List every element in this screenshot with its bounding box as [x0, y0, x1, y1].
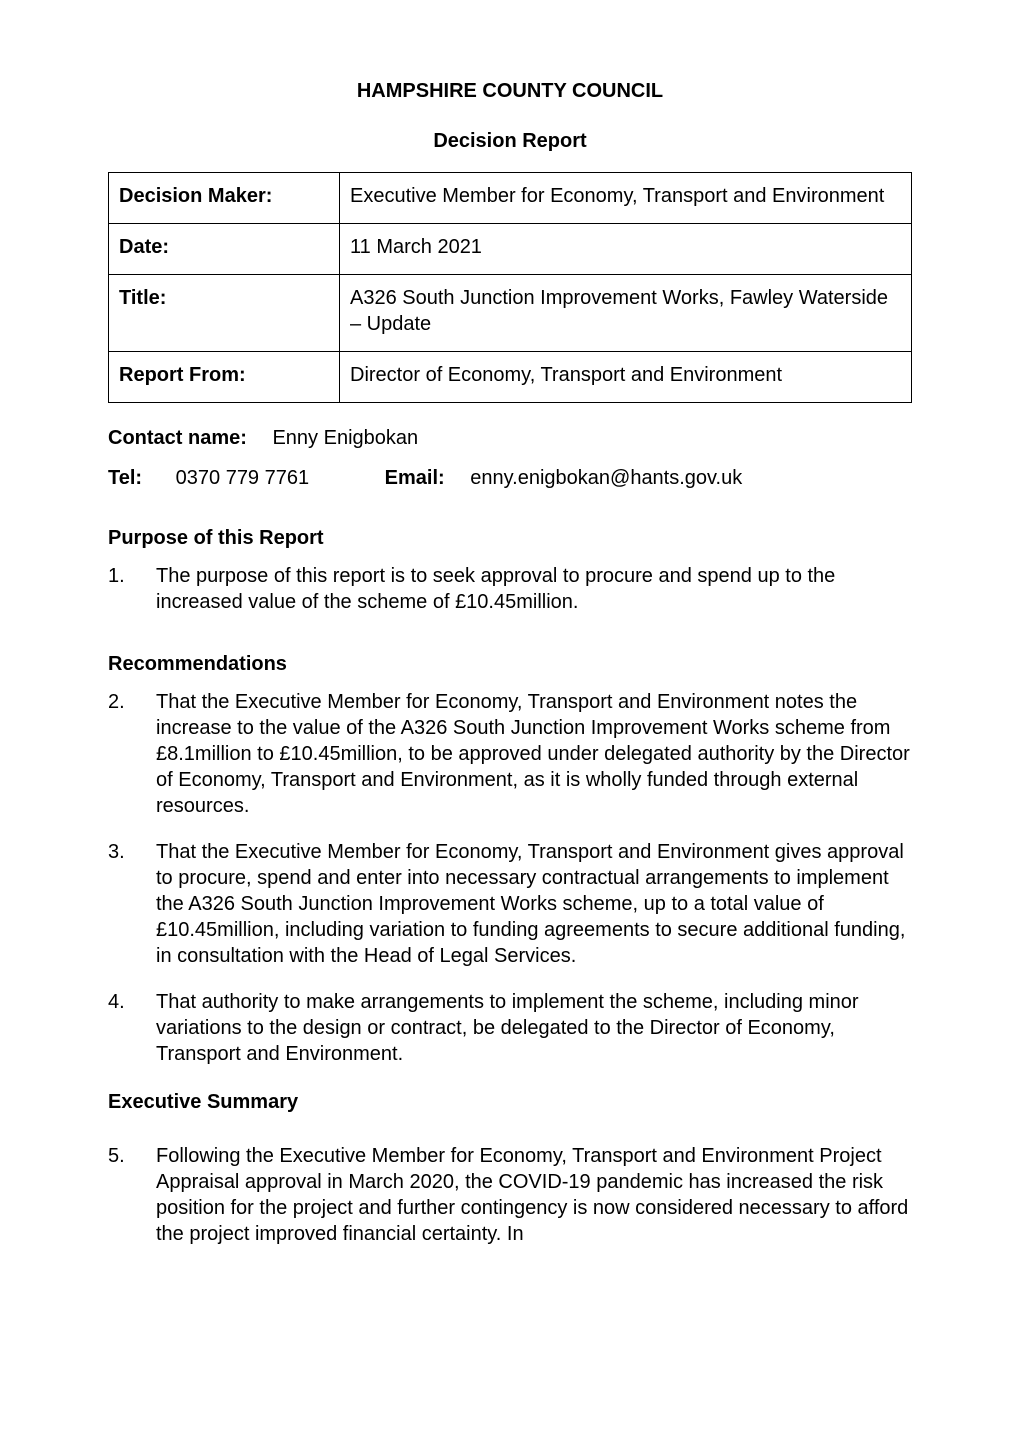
info-label: Date:: [109, 224, 340, 275]
org-title: HAMPSHIRE COUNTY COUNCIL: [108, 78, 912, 104]
item-number: 4.: [108, 989, 125, 1015]
item-text: The purpose of this report is to seek ap…: [156, 565, 835, 613]
list-item: 4. That authority to make arrangements t…: [108, 989, 912, 1067]
executive-summary-list: 5. Following the Executive Member for Ec…: [108, 1143, 912, 1247]
recommendations-heading: Recommendations: [108, 651, 912, 677]
info-label: Report From:: [109, 352, 340, 403]
contact-tel-email-row: Tel: 0370 779 7761 Email: enny.enigbokan…: [108, 465, 912, 491]
item-number: 1.: [108, 563, 125, 589]
executive-summary-heading: Executive Summary: [108, 1089, 912, 1115]
tel-value: 0370 779 7761: [176, 467, 309, 489]
recommendations-list: 2. That the Executive Member for Economy…: [108, 689, 912, 1067]
item-number: 3.: [108, 839, 125, 865]
doc-type-title: Decision Report: [108, 128, 912, 154]
tel-label: Tel:: [108, 467, 142, 489]
purpose-heading: Purpose of this Report: [108, 525, 912, 551]
list-item: 2. That the Executive Member for Economy…: [108, 689, 912, 819]
purpose-list: 1. The purpose of this report is to seek…: [108, 563, 912, 615]
item-text: That the Executive Member for Economy, T…: [156, 691, 910, 817]
contact-name-value: Enny Enigbokan: [272, 427, 418, 449]
item-text: That authority to make arrangements to i…: [156, 991, 859, 1065]
info-value: A326 South Junction Improvement Works, F…: [340, 275, 912, 352]
email-value: enny.enigbokan@hants.gov.uk: [470, 467, 742, 489]
table-row: Decision Maker: Executive Member for Eco…: [109, 173, 912, 224]
list-item: 1. The purpose of this report is to seek…: [108, 563, 912, 615]
item-text: That the Executive Member for Economy, T…: [156, 841, 905, 967]
list-item: 3. That the Executive Member for Economy…: [108, 839, 912, 969]
info-label: Title:: [109, 275, 340, 352]
contact-name-label: Contact name:: [108, 427, 247, 449]
contact-name-row: Contact name: Enny Enigbokan: [108, 425, 912, 451]
info-value: Director of Economy, Transport and Envir…: [340, 352, 912, 403]
table-row: Report From: Director of Economy, Transp…: [109, 352, 912, 403]
list-item: 5. Following the Executive Member for Ec…: [108, 1143, 912, 1247]
table-row: Date: 11 March 2021: [109, 224, 912, 275]
item-text: Following the Executive Member for Econo…: [156, 1145, 908, 1245]
email-label: Email:: [385, 467, 445, 489]
info-table: Decision Maker: Executive Member for Eco…: [108, 172, 912, 403]
item-number: 2.: [108, 689, 125, 715]
info-label: Decision Maker:: [109, 173, 340, 224]
info-value: 11 March 2021: [340, 224, 912, 275]
table-row: Title: A326 South Junction Improvement W…: [109, 275, 912, 352]
info-value: Executive Member for Economy, Transport …: [340, 173, 912, 224]
item-number: 5.: [108, 1143, 125, 1169]
